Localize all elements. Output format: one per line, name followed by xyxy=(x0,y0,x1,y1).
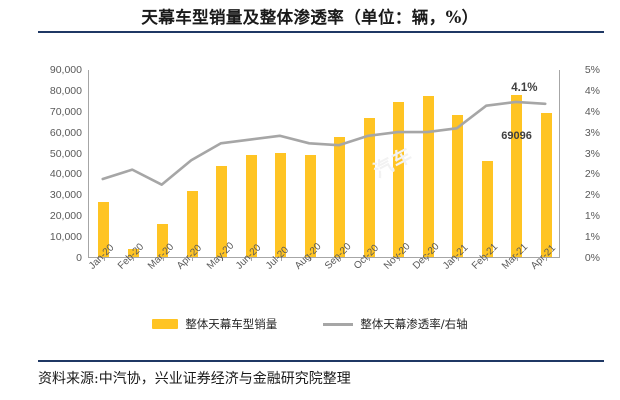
y-left-tick-label: 80,000 xyxy=(49,84,82,97)
bar xyxy=(157,223,169,257)
y-right-tick-label: 3% xyxy=(584,147,600,160)
bar xyxy=(334,136,346,257)
bar xyxy=(245,155,257,257)
y-right-tick-label: 4% xyxy=(584,105,600,118)
x-axis-tick xyxy=(339,257,341,261)
bar xyxy=(127,248,139,257)
x-axis-tick xyxy=(221,257,223,261)
y-right-tick-label: 1% xyxy=(584,231,600,244)
line-path xyxy=(101,100,547,186)
y-right-tick-label: 5% xyxy=(584,64,600,76)
y-right-tick-label: 3% xyxy=(584,126,600,139)
footer-divider xyxy=(38,360,604,362)
legend-label-bars: 整体天幕车型销量 xyxy=(185,317,278,331)
x-axis-tick xyxy=(280,257,282,261)
plot-area xyxy=(88,70,560,261)
legend-bar-swatch-icon xyxy=(152,319,179,329)
y-left-tick-label: 60,000 xyxy=(49,126,82,139)
x-axis-tick xyxy=(192,257,194,261)
legend-item-line: 整体天幕渗透率/右轴 xyxy=(323,316,468,332)
page-title: 天幕车型销量及整体渗透率（单位：辆，%） xyxy=(141,8,479,27)
title-container: 天幕车型销量及整体渗透率（单位：辆，%） xyxy=(0,4,620,28)
bar xyxy=(363,118,375,257)
x-axis-tick xyxy=(516,257,518,261)
bar-series xyxy=(89,70,559,261)
bar xyxy=(216,166,228,257)
y-left-tick-label: 0 xyxy=(76,252,82,264)
y-left-tick-label: 90,000 xyxy=(49,64,82,76)
y-left-tick-label: 70,000 xyxy=(49,105,82,118)
x-axis-tick xyxy=(457,257,459,261)
bar xyxy=(540,112,552,257)
data-label: 4.1% xyxy=(511,81,538,94)
x-axis-tick xyxy=(487,257,489,261)
bar xyxy=(186,191,198,257)
x-axis-labels: Jan-20 Feb-20 Mar-20 Apr-20 May-20 Jun-20 Jul-… xyxy=(87,240,560,316)
x-axis-tick xyxy=(369,257,371,261)
x-axis-tick xyxy=(103,257,105,261)
source-note: 资料来源:中汽协，兴业证券经济与金融研究院整理 xyxy=(38,371,351,387)
y-right-tick-label: 1% xyxy=(584,210,600,223)
x-axis-tick xyxy=(162,257,164,261)
y-right-tick-label: 4% xyxy=(584,84,600,97)
y-left-tick-label: 20,000 xyxy=(49,210,82,223)
y-left-tick-label: 10,000 xyxy=(49,231,82,244)
x-axis-tick xyxy=(546,257,548,261)
bar xyxy=(98,202,110,257)
x-axis-tick xyxy=(398,257,400,261)
x-axis-tick xyxy=(133,257,135,261)
bar xyxy=(304,154,316,257)
title-divider xyxy=(38,31,604,33)
y-right-tick-label: 2% xyxy=(584,168,600,181)
line-series xyxy=(101,100,547,186)
legend-item-bars: 整体天幕车型销量 xyxy=(152,316,277,332)
y-left-tick-label: 40,000 xyxy=(49,168,82,181)
bar xyxy=(481,160,493,257)
x-axis-tick xyxy=(310,257,312,261)
bar xyxy=(422,96,434,257)
y-right-tick-label: 2% xyxy=(584,189,600,202)
data-label: 69096 xyxy=(501,129,532,142)
y-right-tick-label: 0% xyxy=(584,252,600,264)
legend-label-line: 整体天幕渗透率/右轴 xyxy=(360,317,468,331)
chart-legend: 整体天幕车型销量 整体天幕渗透率/右轴 xyxy=(0,316,620,332)
bar xyxy=(511,95,523,257)
bar xyxy=(452,114,464,257)
chart-area: 90,000 80,000 70,000 60,000 50,000 40,000 30,0… xyxy=(0,44,620,354)
y-left-tick-label: 50,000 xyxy=(49,147,82,160)
x-axis-tick xyxy=(428,257,430,261)
y-left-tick-label: 30,000 xyxy=(49,189,82,202)
x-axis-tick xyxy=(251,257,253,261)
bar xyxy=(275,153,287,257)
bar xyxy=(393,102,405,257)
legend-line-swatch-icon xyxy=(323,322,354,326)
